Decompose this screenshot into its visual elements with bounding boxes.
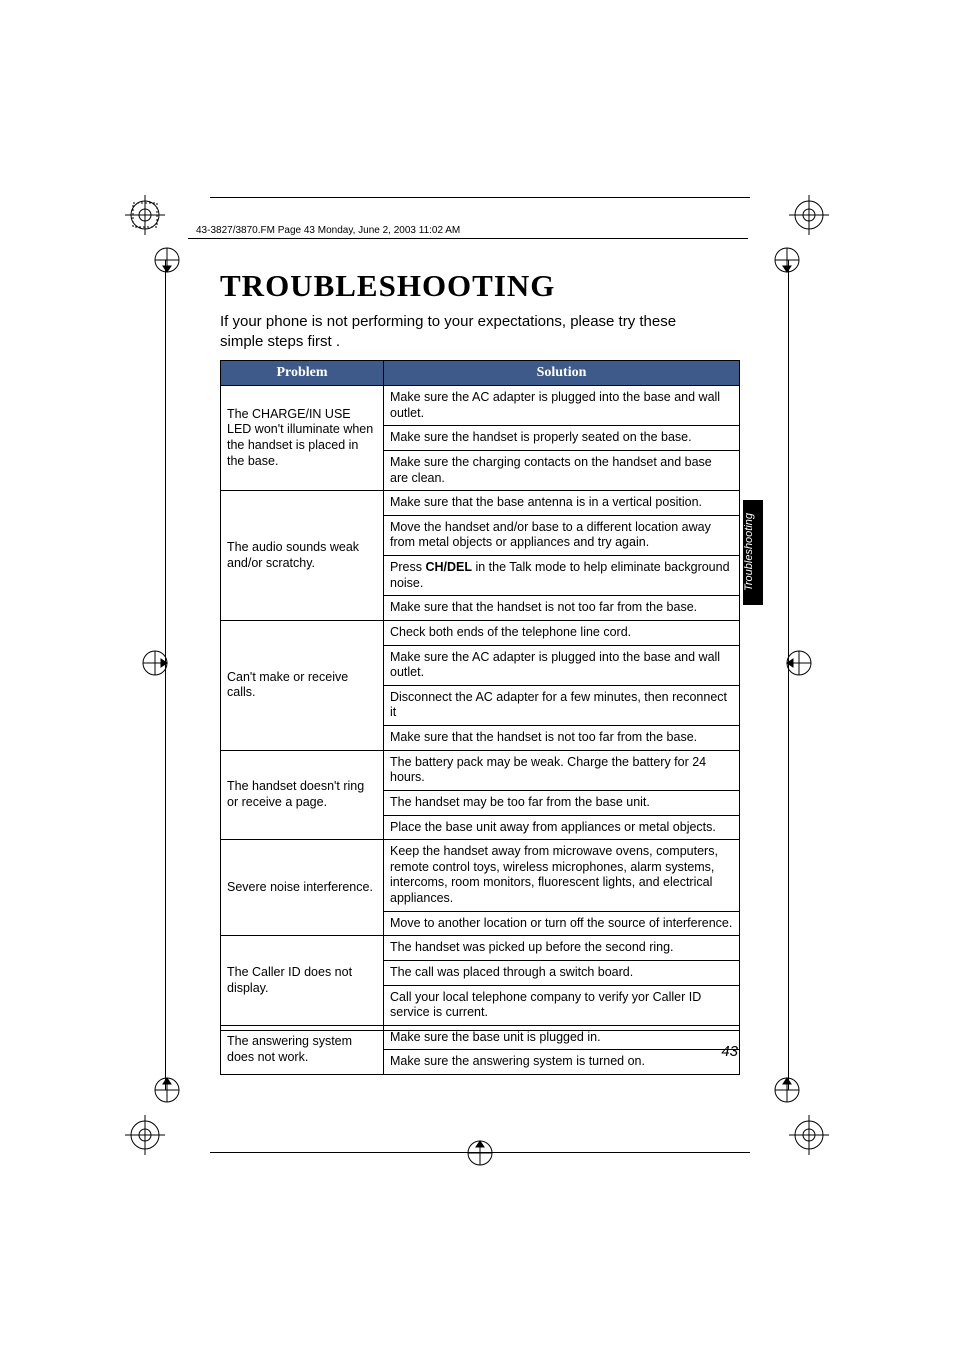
- solution-cell: Make sure the handset is properly seated…: [384, 426, 740, 451]
- intro-text: If your phone is not performing to your …: [220, 312, 720, 353]
- problem-cell: The audio sounds weak and/or scratchy.: [221, 491, 384, 621]
- problem-cell: The CHARGE/IN USE LED won't illuminate w…: [221, 386, 384, 491]
- reg-arrow-mid-bot: [465, 1138, 495, 1173]
- solution-cell: The handset may be too far from the base…: [384, 790, 740, 815]
- reg-arrow-top: [152, 245, 182, 280]
- problem-cell: The answering system does not work.: [221, 1025, 384, 1074]
- problem-cell: Can't make or receive calls.: [221, 620, 384, 750]
- solution-cell: Move to another location or turn off the…: [384, 911, 740, 936]
- th-problem: Problem: [221, 361, 384, 386]
- crop-line-left: [165, 260, 166, 1090]
- reg-arrow-top2: [772, 245, 802, 280]
- solution-cell: Call your local telephone company to ver…: [384, 985, 740, 1025]
- page-title: TROUBLESHOOTING: [220, 268, 555, 304]
- solution-cell: Make sure the base unit is plugged in.: [384, 1025, 740, 1050]
- solution-cell: Make sure that the handset is not too fa…: [384, 726, 740, 751]
- solution-cell: Make sure that the base antenna is in a …: [384, 491, 740, 516]
- header-rule: [188, 238, 748, 239]
- page-header-meta: 43-3827/3870.FM Page 43 Monday, June 2, …: [196, 225, 460, 236]
- th-solution: Solution: [384, 361, 740, 386]
- problem-cell: Severe noise interference.: [221, 840, 384, 936]
- footer-rule: [220, 1030, 740, 1031]
- reg-mark-bot-right: [789, 1115, 829, 1160]
- solution-cell: Place the base unit away from appliances…: [384, 815, 740, 840]
- solution-cell: Keep the handset away from microwave ove…: [384, 840, 740, 912]
- solution-cell: Make sure the answering system is turned…: [384, 1050, 740, 1075]
- crop-line-right: [788, 260, 789, 1090]
- crop-line-top: [210, 197, 750, 198]
- side-tab-label: Troubleshooting: [743, 513, 755, 591]
- solution-cell: Make sure the AC adapter is plugged into…: [384, 386, 740, 426]
- reg-arrow-bot: [152, 1075, 182, 1110]
- solution-cell: The battery pack may be weak. Charge the…: [384, 750, 740, 790]
- crop-line-bot: [210, 1152, 750, 1153]
- page-number: 43: [721, 1043, 738, 1060]
- side-tab: Troubleshooting: [743, 500, 763, 605]
- reg-arrow-bot2: [772, 1075, 802, 1110]
- solution-cell: Make sure the AC adapter is plugged into…: [384, 645, 740, 685]
- solution-cell: Move the handset and/or base to a differ…: [384, 515, 740, 555]
- solution-cell: Press CH/DEL in the Talk mode to help el…: [384, 556, 740, 596]
- reg-mark-bot-left: [125, 1115, 165, 1160]
- problem-cell: The Caller ID does not display.: [221, 936, 384, 1026]
- solution-cell: The handset was picked up before the sec…: [384, 936, 740, 961]
- problem-cell: The handset doesn't ring or receive a pa…: [221, 750, 384, 840]
- reg-mark-top-right: [789, 195, 829, 240]
- solution-cell: Disconnect the AC adapter for a few minu…: [384, 685, 740, 725]
- solution-cell: Make sure that the handset is not too fa…: [384, 596, 740, 621]
- reg-mark-top-left: [125, 195, 165, 240]
- solution-cell: Make sure the charging contacts on the h…: [384, 450, 740, 490]
- solution-cell: Check both ends of the telephone line co…: [384, 620, 740, 645]
- solution-cell: The call was placed through a switch boa…: [384, 960, 740, 985]
- troubleshooting-table: Problem Solution The CHARGE/IN USE LED w…: [220, 360, 740, 1075]
